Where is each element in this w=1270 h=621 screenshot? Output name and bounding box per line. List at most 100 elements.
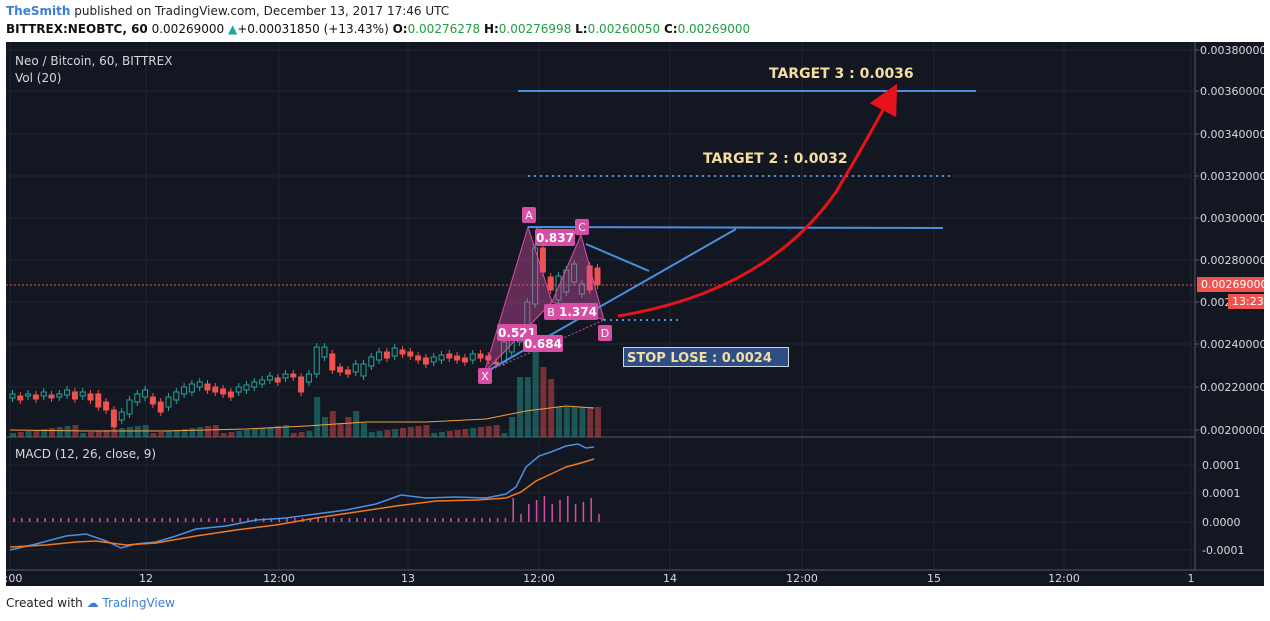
time-tick: 12:00 [786, 572, 818, 585]
volume-bar [314, 397, 321, 437]
candle-body [578, 283, 585, 295]
volume-bar [478, 427, 484, 437]
svg-text:A: A [525, 209, 533, 222]
volume-bar [205, 426, 211, 437]
volume-bar [540, 367, 547, 437]
volume-bar [17, 432, 24, 437]
close-value: 0.00269000 [677, 22, 751, 36]
candle-body [360, 363, 367, 377]
candle-body [87, 393, 94, 401]
volume-bar [33, 430, 40, 437]
resistance-line [527, 226, 944, 229]
svg-text:0.837: 0.837 [536, 231, 574, 245]
candle-body [430, 356, 437, 363]
price-tick: 0.00380000 [1200, 44, 1264, 57]
candle-body [173, 391, 180, 401]
volume-bar [283, 425, 289, 437]
ratio-1374: 1.374 [558, 303, 598, 320]
volume-bar [228, 432, 235, 437]
macd-signal-line [9, 458, 595, 548]
candle-body [594, 267, 601, 286]
candle-body [220, 388, 227, 395]
stop-label-inner [624, 348, 788, 366]
candle-body [118, 411, 125, 421]
candle-body [407, 351, 414, 357]
time-tick: 12:00 [263, 572, 295, 585]
volume-bar [322, 417, 328, 437]
volume-bar [384, 430, 391, 437]
price-tick: 0.00220000 [1200, 381, 1264, 394]
tradingview-link[interactable]: TradingView [102, 596, 175, 610]
time-tick: 12 [139, 572, 153, 585]
price-tick: 0.00360000 [1200, 85, 1264, 98]
volume-bar [298, 432, 305, 437]
price-tick: 0.00280000 [1200, 254, 1264, 267]
chart-area[interactable]: TARGET 3 : 0.0036 TARGET 2 : 0.0032 STOP… [0, 42, 1267, 586]
volume-bar [80, 433, 87, 437]
time-tick: 12:00 [523, 572, 555, 585]
candle-body [282, 373, 289, 379]
volume-bar [415, 426, 422, 437]
candle-body [305, 373, 312, 383]
candle-body [212, 386, 219, 393]
volume-bar [431, 433, 438, 437]
volume-bar [462, 429, 469, 437]
candle-body [126, 399, 133, 415]
volume-bar [517, 377, 523, 437]
volume-bar [56, 427, 63, 437]
candle-body [298, 376, 305, 393]
symbol-info: BITTREX:NEOBTC, 60 0.00269000 ▲+0.000318… [6, 22, 750, 36]
candle-body [329, 353, 336, 371]
time-axis[interactable]: 2:00 12 12:00 13 12:00 14 12:00 15 12:00 1 [0, 572, 1195, 585]
candle-body [17, 395, 24, 401]
macd-line [9, 443, 595, 551]
volume-bar [119, 428, 126, 437]
svg-text:0.684: 0.684 [524, 337, 562, 351]
macd-label: MACD (12, 26, close, 9) [15, 447, 156, 461]
svg-text:0.00269000: 0.00269000 [1201, 278, 1264, 291]
candle-body [181, 386, 188, 395]
macd-tick: 0.0001 [1202, 459, 1241, 472]
svg-text:1.374: 1.374 [559, 305, 597, 319]
volume-bar [127, 427, 133, 437]
volume-bar [571, 407, 578, 437]
price-axis[interactable]: 0.00380000 0.00360000 0.00340000 0.00320000… [1195, 44, 1266, 437]
candle-body [438, 354, 445, 361]
volume-bar [103, 430, 110, 437]
candle-body [571, 263, 578, 283]
wedge-upper-line [585, 243, 650, 272]
candle-body [157, 401, 164, 413]
candle-body [344, 369, 351, 375]
candle-body [290, 373, 297, 378]
volume-bar [595, 407, 601, 437]
candle-body [477, 353, 484, 359]
tradingview-logo-icon[interactable]: ☁ [86, 596, 99, 610]
candle-body [9, 393, 16, 399]
volume-bar [88, 432, 94, 437]
volume-bar [267, 427, 274, 437]
candle-body [227, 391, 234, 398]
volume-bar [173, 430, 180, 437]
volume-bar [439, 432, 445, 437]
close-label: C: [663, 22, 678, 36]
candle-body [454, 355, 461, 361]
candle-body [313, 346, 320, 375]
volume-bar [290, 433, 297, 437]
chart-svg[interactable]: TARGET 3 : 0.0036 TARGET 2 : 0.0032 STOP… [0, 42, 1267, 586]
time-tick: 2:00 [6, 572, 22, 585]
macd-axis[interactable]: 0.0001 0.0001 0.0000 -0.0001 [1202, 459, 1244, 557]
low-value: 0.00260050 [587, 22, 661, 36]
volume-bar [181, 429, 188, 437]
volume-ma-line [9, 405, 595, 432]
low-label: L: [575, 22, 588, 36]
up-arrow-icon: ▲ [227, 22, 238, 36]
author-link[interactable]: TheSmith [6, 4, 71, 18]
candle-body [56, 393, 63, 398]
time-tick: 12:00 [1048, 572, 1080, 585]
candle-body [337, 366, 344, 373]
candle-body [142, 389, 149, 398]
point-d-label: D [598, 325, 612, 341]
candle-body [71, 391, 78, 400]
candle-body [259, 379, 266, 385]
volume-bar [446, 431, 453, 437]
